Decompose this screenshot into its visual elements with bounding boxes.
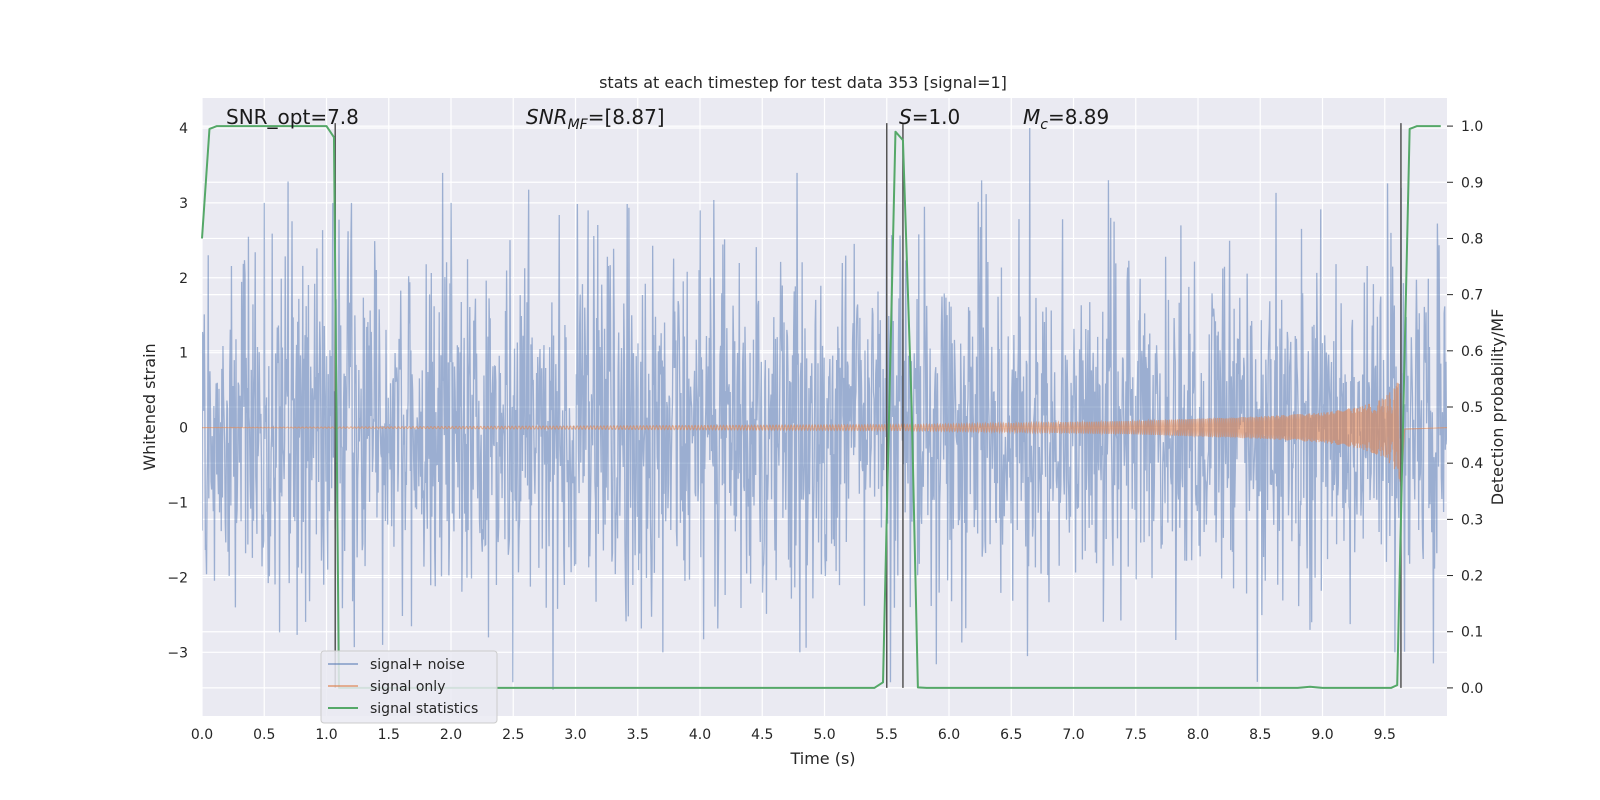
legend-label-signal-noise: signal+ noise [370, 657, 465, 673]
x-tick-label: 7.0 [1062, 727, 1084, 743]
x-axis-label: Time (s) [789, 749, 855, 768]
y-tick-label: 1 [179, 346, 188, 362]
signal-noise-line [202, 127, 1447, 690]
x-tick-label: 1.5 [378, 727, 400, 743]
y-tick-label: 0 [179, 421, 188, 437]
vertical-markers [334, 123, 1402, 688]
y-right-tick-label: 0.0 [1461, 681, 1483, 697]
y-right-tick-label: 0.3 [1461, 512, 1483, 528]
y-tick-label: −1 [167, 496, 188, 512]
legend-label-signal-only: signal only [370, 679, 445, 695]
y-tick-label: 2 [179, 271, 188, 287]
y-right-axis-label: Detection probability/MF [1488, 309, 1507, 506]
y-right-tick-label: 0.8 [1461, 231, 1483, 247]
y-tick-label: 3 [179, 196, 188, 212]
annotation-mc-value: =8.89 [1048, 105, 1109, 129]
y-right-tick-label: 0.4 [1461, 456, 1483, 472]
y-tick-label: −2 [167, 570, 188, 586]
annotation-s-value: =1.0 [912, 105, 961, 129]
annotation-snr-mf-value: =[8.87] [588, 105, 665, 129]
y-right-axis-ticks: 0.0 0.1 0.2 0.3 0.4 0.5 0.6 0.7 0.8 0.9 1.0 [1447, 119, 1483, 697]
annotation-s-symbol: S [899, 105, 912, 129]
y-right-tick-label: 0.7 [1461, 288, 1483, 304]
legend-label-signal-statistics: signal statistics [370, 701, 478, 717]
annotation-snr-mf: SNRMF=[8.87] [526, 105, 665, 133]
x-tick-label: 4.5 [751, 727, 773, 743]
x-tick-label: 3.0 [564, 727, 586, 743]
y-right-tick-label: 0.1 [1461, 625, 1483, 641]
x-tick-label: 1.0 [315, 727, 337, 743]
y-right-tick-label: 1.0 [1461, 119, 1483, 135]
x-tick-label: 9.0 [1311, 727, 1333, 743]
y-axis-label: Whitened strain [140, 343, 159, 470]
x-tick-label: 4.0 [689, 727, 711, 743]
x-tick-label: 0.0 [191, 727, 213, 743]
annotation-mc: Mc=8.89 [1023, 105, 1109, 133]
x-tick-label: 5.0 [813, 727, 835, 743]
x-tick-label: 2.0 [440, 727, 462, 743]
legend: signal+ noise signal only signal statist… [320, 650, 498, 724]
x-tick-label: 3.5 [627, 727, 649, 743]
x-tick-label: 6.0 [938, 727, 960, 743]
annotation-mc-sub: c [1040, 117, 1048, 133]
x-tick-label: 9.5 [1374, 727, 1396, 743]
y-axis-ticks: −3 −2 −1 0 1 2 3 4 [167, 121, 188, 661]
signal-only-line [202, 382, 1447, 486]
x-tick-label: 0.5 [253, 727, 275, 743]
legend-box [320, 650, 498, 724]
y-tick-label: 4 [179, 121, 188, 137]
x-tick-label: 8.5 [1249, 727, 1271, 743]
x-tick-label: 6.5 [1000, 727, 1022, 743]
y-right-tick-label: 0.2 [1461, 569, 1483, 585]
x-tick-label: 7.5 [1125, 727, 1147, 743]
annotation-s: S=1.0 [899, 105, 960, 129]
series-signal-only [202, 382, 1447, 486]
x-tick-label: 8.0 [1187, 727, 1209, 743]
x-tick-label: 5.5 [876, 727, 898, 743]
signal-statistics-line [201, 125, 1441, 689]
annotation-snr-mf-prefix: SNR [526, 105, 568, 129]
y-right-tick-label: 0.5 [1461, 400, 1483, 416]
annotation-snr-mf-sub: MF [568, 117, 589, 133]
annotation-mc-symbol: M [1023, 105, 1040, 129]
y-tick-label: −3 [167, 645, 188, 661]
series-signal-noise [202, 127, 1447, 690]
series-signal-statistics [201, 125, 1441, 689]
chart-title: stats at each timestep for test data 353… [599, 73, 1007, 92]
x-axis-ticks: 0.0 0.5 1.0 1.5 2.0 2.5 3.0 3.5 4.0 4.5 5.0 5.5 6.0 6… [191, 727, 1396, 743]
y-right-tick-label: 0.6 [1461, 344, 1483, 360]
annotation-snr-opt: SNR_opt=7.8 [226, 105, 359, 129]
y-right-tick-label: 0.9 [1461, 175, 1483, 191]
x-tick-label: 2.5 [502, 727, 524, 743]
